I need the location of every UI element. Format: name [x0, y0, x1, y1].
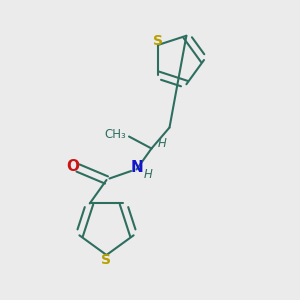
Text: S: S — [153, 34, 163, 48]
Text: S: S — [101, 253, 112, 266]
Text: H: H — [158, 136, 167, 150]
Text: N: N — [130, 160, 143, 175]
Text: H: H — [144, 167, 153, 181]
Text: O: O — [66, 159, 79, 174]
Text: CH₃: CH₃ — [105, 128, 127, 142]
